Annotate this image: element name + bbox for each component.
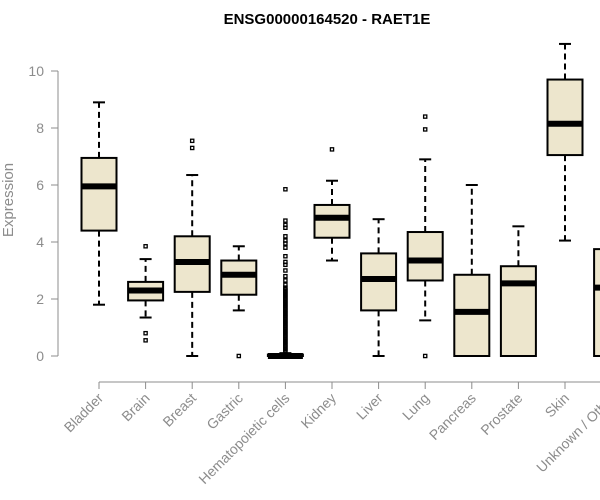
- box-unknown-other: [593, 248, 600, 357]
- x-tick-label-liver: Liver: [353, 390, 386, 423]
- outlier-point-hematopoietic-cells: [283, 222, 288, 228]
- outlier-point-brain: [143, 330, 148, 336]
- outlier-point-hematopoietic-cells: [283, 245, 288, 250]
- outlier-point-hematopoietic-cells: [283, 259, 288, 265]
- box-group-unknown-other: [593, 248, 600, 357]
- box-group-gastric: [220, 245, 258, 359]
- x-tick-label-kidney: Kidney: [298, 390, 340, 432]
- outlier-point-hematopoietic-cells: [283, 268, 288, 273]
- outlier-point-kidney: [329, 147, 335, 152]
- y-tick-label: 6: [36, 177, 44, 193]
- box-skin: [546, 78, 584, 157]
- outlier-point-lung: [422, 114, 428, 119]
- y-axis: 0 2 4 6 8 10: [28, 63, 59, 364]
- chart-title: ENSG00000164520 - RAET1E: [224, 11, 431, 28]
- plot-area: [80, 42, 600, 359]
- box-group-hematopoietic-cells: [266, 187, 304, 359]
- y-tick-label: 2: [36, 291, 44, 307]
- box-group-breast: [173, 138, 211, 357]
- x-tick-label-breast: Breast: [159, 390, 199, 430]
- box-pancreas: [453, 273, 491, 357]
- outlier-point-gastric: [236, 353, 242, 359]
- outlier-point-lung: [422, 127, 428, 132]
- outlier-point-hematopoietic-cells: [283, 253, 288, 259]
- outlier-point-breast: [189, 138, 195, 144]
- outlier-point-hematopoietic-cells: [283, 234, 288, 239]
- outlier-point-hematopoietic-cells: [283, 218, 288, 223]
- outlier-point-hematopoietic-cells: [283, 278, 288, 283]
- box-prostate: [499, 265, 537, 358]
- box-group-prostate: [499, 225, 537, 358]
- box-group-bladder: [80, 101, 118, 306]
- y-tick-label: 8: [36, 120, 44, 136]
- y-tick-label: 4: [36, 234, 44, 250]
- box-group-liver: [360, 218, 398, 357]
- x-tick-label-pancreas: Pancreas: [426, 390, 479, 443]
- box-group-skin: [546, 42, 584, 242]
- outlier-point-lung: [422, 353, 428, 359]
- outlier-point-hematopoietic-cells: [283, 273, 288, 279]
- x-tick-label-lung: Lung: [399, 390, 432, 423]
- box-group-brain: [127, 244, 165, 343]
- y-tick-label: 10: [28, 63, 44, 79]
- y-axis-label: Expression: [0, 163, 17, 237]
- x-tick-label-skin: Skin: [542, 390, 573, 421]
- x-tick-label-gastric: Gastric: [203, 390, 246, 433]
- x-tick-label-brain: Brain: [118, 390, 152, 424]
- box-group-pancreas: [453, 184, 491, 357]
- x-tick-label-bladder: Bladder: [61, 390, 107, 436]
- outlier-point-breast: [189, 145, 195, 151]
- outlier-point-brain: [143, 338, 148, 343]
- x-tick-label-hematopoietic-cells: Hematopoietic cells: [195, 390, 292, 487]
- outlier-point-brain: [143, 244, 148, 249]
- box-group-kidney: [313, 147, 351, 262]
- y-tick-label: 0: [36, 348, 44, 364]
- box-bladder: [80, 156, 118, 232]
- box-kidney: [313, 203, 351, 239]
- outlier-point-hematopoietic-cells: [283, 282, 288, 287]
- outlier-point-hematopoietic-cells: [283, 238, 288, 243]
- box-lung: [406, 231, 444, 282]
- box-group-lung: [406, 114, 444, 359]
- x-tick-label-prostate: Prostate: [477, 390, 525, 438]
- outlier-point-hematopoietic-cells: [283, 187, 288, 192]
